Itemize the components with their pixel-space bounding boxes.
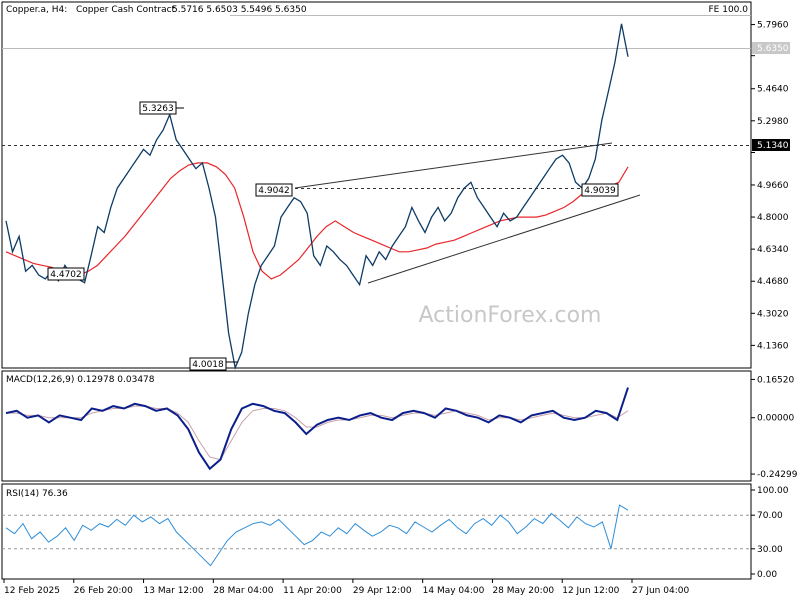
time-tick-label: 12 Jun 12:00 [562, 586, 619, 596]
rsi-tick-label: 70.00 [757, 511, 783, 521]
annotation-4-4702: 4.4702 [50, 270, 82, 280]
rsi-series-group [5, 504, 629, 567]
rsi-tick-label: 100.00 [757, 486, 789, 496]
annotation-4-0018-box [189, 357, 227, 371]
description-label: Copper Cash Contract [76, 5, 176, 15]
time-axis: 12 Feb 2025 26 Feb 20:00 13 Mar 12:00 28 Ma… [3, 579, 689, 596]
time-tick-label: 11 Apr 20:00 [283, 586, 342, 596]
price-tick-label: 4.1360 [757, 341, 789, 351]
annotation-4-9039-box [581, 183, 619, 197]
price-tick-label: 5.4640 [757, 85, 789, 95]
price-tick-label: 5.2980 [757, 117, 789, 127]
macd-line[interactable] [5, 387, 629, 471]
rsi-panel-frame [1, 483, 752, 580]
price-tick-label: 4.8000 [757, 213, 789, 223]
price-line[interactable] [5, 23, 629, 371]
price-tick-label: 4.4680 [757, 277, 789, 287]
price-series-group [5, 23, 629, 371]
watermark: ActionForex.com [419, 303, 602, 328]
rsi-tick-label: 30.00 [757, 545, 783, 555]
time-tick-label: 28 Mar 04:00 [213, 586, 273, 596]
rsi-tick-label: 0.00 [757, 570, 777, 580]
time-tick-label: 26 Feb 20:00 [74, 586, 133, 596]
annotation-4-4702-box [47, 267, 85, 281]
time-tick-label: 29 Apr 12:00 [353, 586, 412, 596]
annotation-4-9042-box [255, 183, 293, 197]
annotation-4-9042: 4.9042 [258, 186, 290, 196]
time-tick-label: 12 Feb 2025 [4, 586, 60, 596]
annotation-4-9039: 4.9039 [584, 186, 616, 196]
current-price-badge-text: 5.6350 [757, 44, 789, 54]
macd-axis: 0.16520 0.00000 -0.24299 [751, 375, 798, 480]
price-panel-frame [1, 1, 752, 369]
macd-title: MACD(12,26,9) 0.12978 0.03478 [6, 375, 155, 385]
price-tick-label: 5.7960 [757, 21, 789, 31]
time-tick-label: 28 May 20:00 [492, 586, 554, 596]
price-tick-label: 4.6340 [757, 245, 789, 255]
fe-level-label: FE 100.0 [709, 5, 749, 15]
current-price-badge [752, 42, 790, 54]
rsi-title: RSI(14) 76.36 [6, 489, 68, 499]
macd-tick-label: 0.00000 [757, 414, 794, 424]
resistance-price-badge [752, 139, 790, 151]
price-annotations: 5.3263 4.9042 4.4702 4.0018 4.9039 [47, 101, 619, 371]
resistance-price-badge-text: 5.1340 [757, 141, 789, 151]
time-tick-label: 27 Jun 04:00 [632, 586, 689, 596]
price-tick-label: 4.3020 [757, 309, 789, 319]
symbol-label: Copper.a, H4: [6, 5, 67, 15]
macd-panel-frame [1, 370, 752, 482]
moving-average-line[interactable] [5, 162, 629, 280]
rsi-line[interactable] [5, 504, 629, 567]
macd-series-group [5, 387, 629, 471]
annotation-5-3263: 5.3263 [142, 104, 174, 114]
rsi-axis: 100.00 70.00 30.00 0.00 [751, 486, 789, 580]
annotation-4-0018: 4.0018 [192, 360, 224, 370]
price-tick-label: 4.9660 [757, 181, 789, 191]
price-axis: 5.7960 5.4640 5.2980 4.9660 4.8000 4.6340 4.46… [751, 21, 789, 351]
ohlc-label: 5.5716 5.6503 5.5496 5.6350 [172, 5, 307, 15]
wedge-lower-trendline[interactable] [367, 194, 641, 284]
macd-tick-label: 0.16520 [757, 375, 794, 385]
time-tick-label: 13 Mar 12:00 [144, 586, 204, 596]
time-tick-label: 14 May 04:00 [423, 586, 485, 596]
wedge-upper-trendline[interactable] [294, 142, 613, 189]
rsi-levels [2, 514, 751, 550]
macd-tick-label: -0.24299 [757, 470, 798, 480]
